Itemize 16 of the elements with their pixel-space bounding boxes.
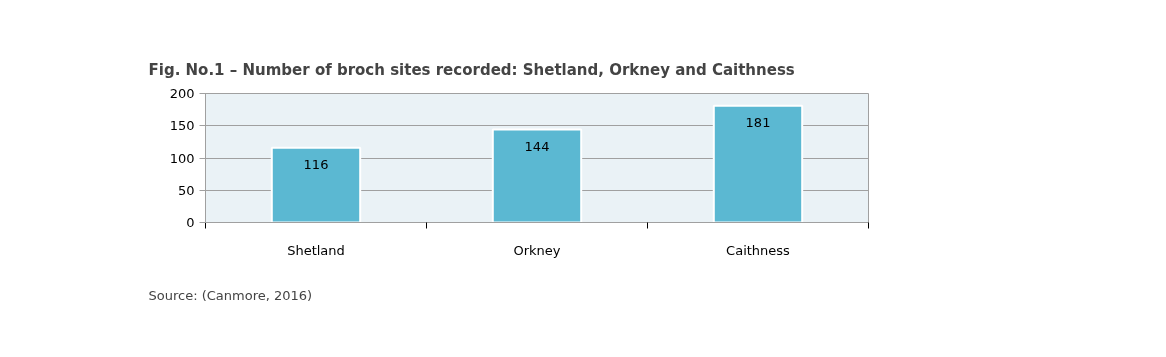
data-label: 116 bbox=[303, 156, 329, 172]
bar bbox=[712, 104, 804, 223]
y-tick-label: 200 bbox=[169, 86, 195, 101]
x-tick-label: Caithness bbox=[726, 242, 791, 258]
data-label: 144 bbox=[524, 138, 550, 154]
x-tick-label: Orkney bbox=[513, 242, 561, 258]
bar bbox=[491, 128, 583, 223]
source-note: Source: (Canmore, 2016) bbox=[148, 287, 313, 303]
y-tick-label: 50 bbox=[177, 182, 195, 198]
y-tick-label: 100 bbox=[169, 150, 195, 166]
chart-title: Fig. No.1 – Number of broch sites recorded: Shetland, Orkney and Caithness bbox=[148, 60, 795, 79]
data-label: 181 bbox=[745, 114, 771, 130]
x-tick-label: Shetland bbox=[287, 242, 345, 258]
y-tick-label: 150 bbox=[169, 118, 195, 134]
y-tick-label: 0 bbox=[186, 215, 195, 230]
bar bbox=[270, 146, 362, 223]
